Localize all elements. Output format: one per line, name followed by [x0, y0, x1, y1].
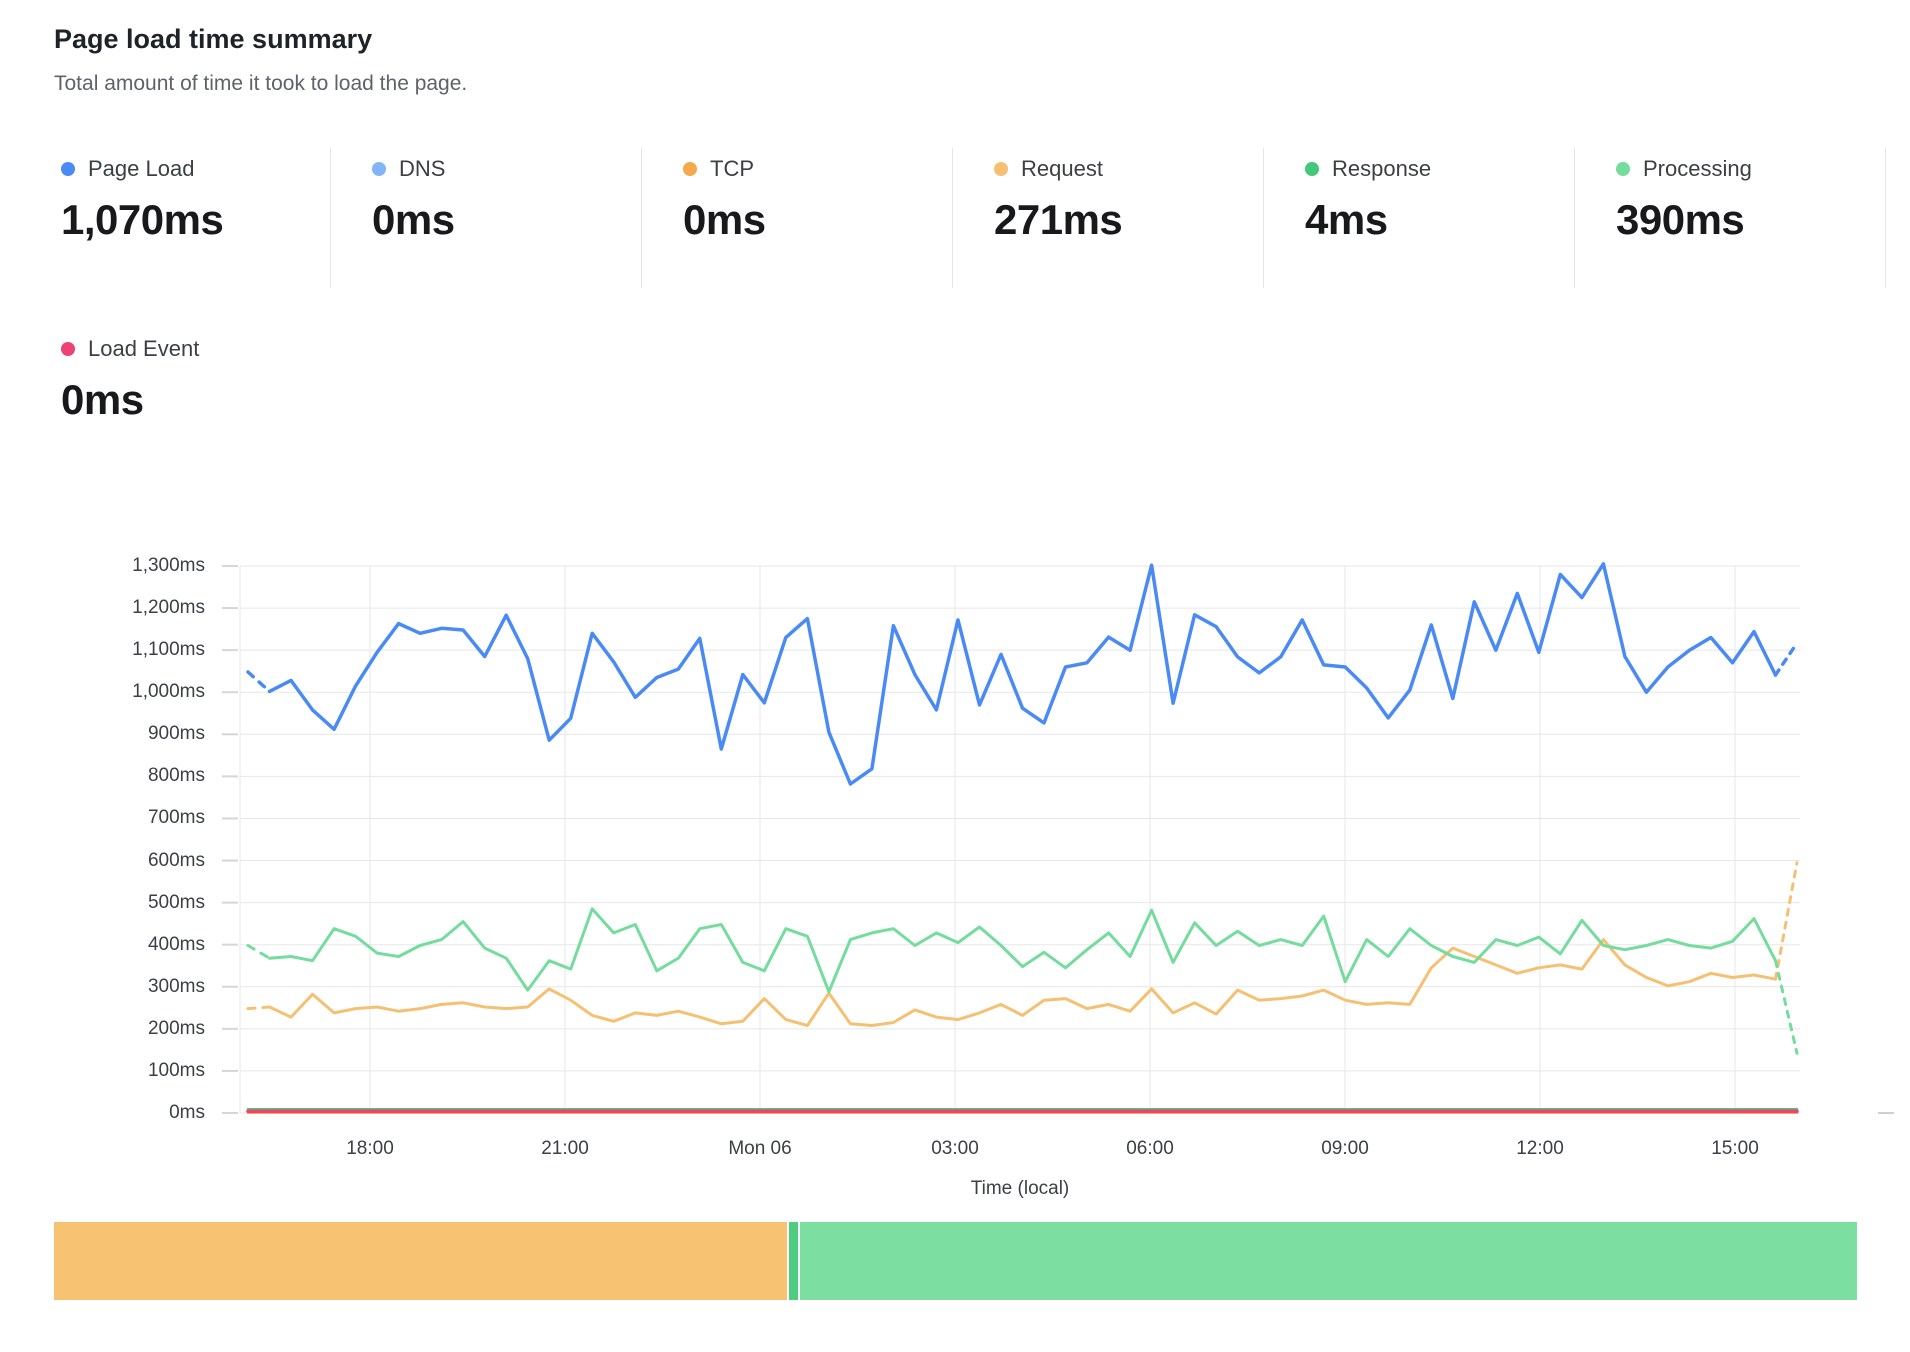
x-axis-label: 12:00 — [1516, 1138, 1564, 1159]
metric-value: 390ms — [1616, 196, 1745, 243]
page-subtitle: Total amount of time it took to load the… — [54, 72, 468, 95]
x-axis-label: 21:00 — [541, 1138, 589, 1159]
load-event-legend-dot-icon — [61, 342, 75, 356]
series-line — [246, 1005, 271, 1011]
page-load-legend-dot-icon — [61, 162, 75, 176]
metric-card-processing[interactable]: Processing 390ms — [1575, 148, 1886, 288]
y-axis-label: 600ms — [147, 849, 205, 871]
x-axis-label: 03:00 — [931, 1138, 979, 1159]
dns-legend-dot-icon — [372, 162, 386, 176]
x-axis-title: Time (local) — [970, 1178, 1070, 1199]
timeline-bar-segment-down-orange[interactable] — [54, 1222, 788, 1300]
y-axis-label: 300ms — [147, 975, 205, 997]
metric-value: 4ms — [1305, 196, 1388, 243]
series-line — [1774, 959, 1799, 1055]
y-axis-label: 800ms — [147, 765, 205, 787]
x-axis-label: 18:00 — [346, 1138, 394, 1159]
y-axis-label: 400ms — [147, 933, 205, 955]
series-line — [246, 944, 271, 960]
metric-value: 1,070ms — [61, 196, 224, 243]
series-line — [246, 670, 272, 694]
metric-card-tcp[interactable]: TCP 0ms — [642, 148, 953, 288]
metric-label: DNS — [399, 156, 446, 181]
y-axis-label: 1,000ms — [132, 681, 205, 703]
metric-label: Processing — [1643, 156, 1752, 181]
metrics-legend-row: Page Load 1,070ms DNS 0ms TCP 0ms Reques… — [20, 148, 1886, 288]
y-axis-label: 1,200ms — [132, 597, 205, 619]
metric-value: 0ms — [61, 376, 144, 423]
series-line — [1773, 641, 1799, 677]
chart-plot-area[interactable] — [200, 560, 1900, 1140]
y-axis-label: 900ms — [147, 723, 205, 745]
metrics-legend-row-2: Load Event 0ms — [20, 328, 331, 468]
x-axis-label: 09:00 — [1321, 1138, 1369, 1159]
timeline-bar-segment-up-green[interactable] — [800, 1222, 1857, 1300]
metric-label: Request — [1021, 156, 1103, 181]
y-axis-label: 700ms — [147, 807, 205, 829]
metric-card-dns[interactable]: DNS 0ms — [331, 148, 642, 288]
metric-card-request[interactable]: Request 271ms — [953, 148, 1264, 288]
y-axis-label: 200ms — [147, 1017, 205, 1039]
uptime-timeline-bar[interactable] — [54, 1222, 1857, 1300]
metric-label: Response — [1332, 156, 1432, 181]
metric-value: 0ms — [372, 196, 455, 243]
x-axis-label: 06:00 — [1126, 1138, 1174, 1159]
y-axis-label: 500ms — [147, 891, 205, 913]
series-line — [268, 938, 1777, 1027]
metric-card-response[interactable]: Response 4ms — [1264, 148, 1575, 288]
response-legend-dot-icon — [1305, 162, 1319, 176]
metric-label: Load Event — [88, 336, 200, 361]
page-title: Page load time summary — [54, 24, 373, 54]
metric-card-load-event[interactable]: Load Event 0ms — [20, 328, 331, 468]
metric-label: TCP — [710, 156, 754, 181]
series-line — [1774, 861, 1799, 981]
series-line — [267, 562, 1778, 786]
x-axis-label: 15:00 — [1711, 1138, 1759, 1159]
series-line — [268, 907, 1777, 994]
y-axis-label: 1,100ms — [132, 639, 205, 661]
metric-value: 0ms — [683, 196, 766, 243]
metric-label: Page Load — [88, 156, 195, 181]
metric-value: 271ms — [994, 196, 1123, 243]
request-legend-dot-icon — [994, 162, 1008, 176]
timeline-bar-segment-up-sliver[interactable] — [789, 1222, 799, 1300]
x-axis-label: Mon 06 — [728, 1138, 792, 1159]
y-axis-label: 0ms — [169, 1102, 205, 1123]
metric-card-page-load[interactable]: Page Load 1,070ms — [20, 148, 331, 288]
processing-legend-dot-icon — [1616, 162, 1630, 176]
tcp-legend-dot-icon — [683, 162, 697, 176]
y-axis-label: 1,300ms — [132, 555, 205, 576]
y-axis-label: 100ms — [147, 1059, 205, 1081]
